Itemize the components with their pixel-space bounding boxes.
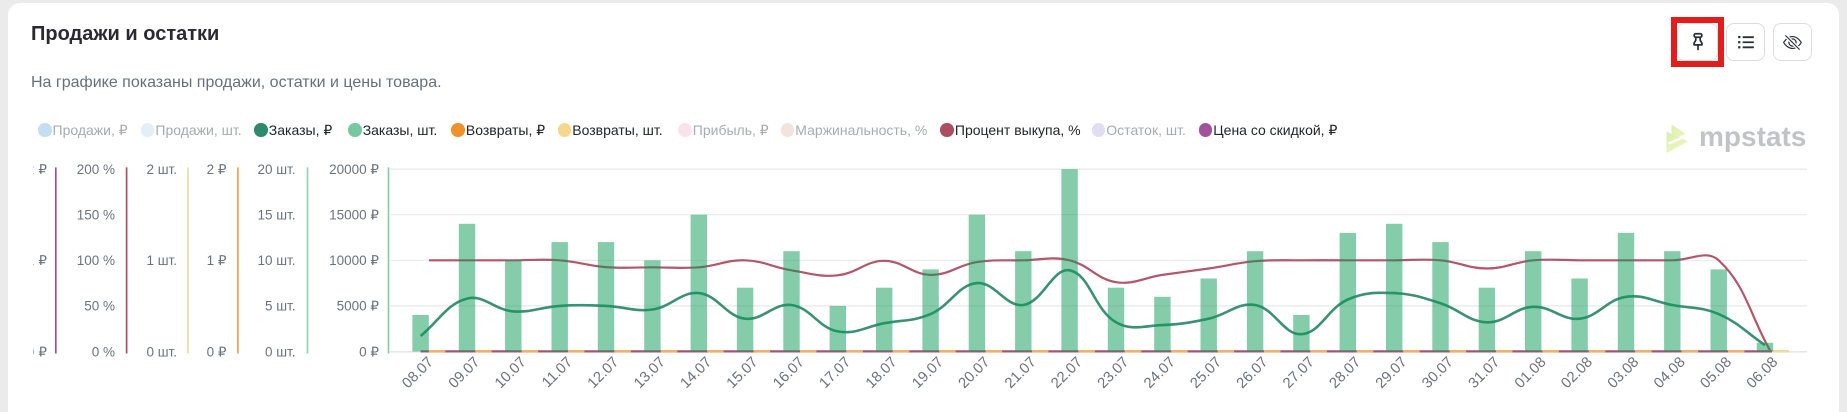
svg-text:18.07: 18.07 (863, 354, 900, 391)
svg-text:mpstats: mpstats (1699, 121, 1806, 152)
svg-text:0 ₽: 0 ₽ (27, 344, 47, 359)
svg-text:03.08: 03.08 (1605, 354, 1642, 391)
svg-text:1 шт.: 1 шт. (146, 253, 177, 268)
svg-text:26.07: 26.07 (1234, 354, 1271, 391)
svg-text:15 шт.: 15 шт. (257, 208, 295, 223)
svg-text:05.08: 05.08 (1698, 354, 1735, 391)
svg-text:15.07: 15.07 (724, 354, 761, 391)
svg-text:08.07: 08.07 (399, 354, 436, 391)
svg-text:0 ₽: 0 ₽ (207, 344, 227, 359)
svg-text:27.07: 27.07 (1280, 354, 1317, 391)
svg-text:25.07: 25.07 (1188, 354, 1225, 391)
svg-text:150 %: 150 % (77, 208, 115, 223)
svg-text:04.08: 04.08 (1651, 354, 1688, 391)
svg-text:10000 ₽: 10000 ₽ (329, 253, 379, 268)
svg-text:02.08: 02.08 (1558, 354, 1595, 391)
svg-text:0 шт.: 0 шт. (265, 344, 296, 359)
svg-text:31.07: 31.07 (1466, 354, 1503, 391)
svg-text:2 ₽: 2 ₽ (207, 162, 227, 177)
svg-text:06.08: 06.08 (1744, 354, 1781, 391)
svg-text:0 ₽: 0 ₽ (359, 344, 379, 359)
svg-text:13.07: 13.07 (631, 354, 668, 391)
svg-text:01.08: 01.08 (1512, 354, 1549, 391)
svg-text:16.07: 16.07 (770, 354, 807, 391)
svg-text:10 шт.: 10 шт. (257, 253, 295, 268)
svg-text:5 шт.: 5 шт. (265, 299, 296, 314)
svg-text:50 %: 50 % (84, 299, 115, 314)
svg-text:23.07: 23.07 (1095, 354, 1132, 391)
svg-text:24.07: 24.07 (1141, 354, 1178, 391)
svg-text:19.07: 19.07 (909, 354, 946, 391)
svg-text:20 шт.: 20 шт. (257, 162, 295, 177)
svg-text:15000 ₽: 15000 ₽ (329, 208, 379, 223)
svg-text:2 шт.: 2 шт. (146, 162, 177, 177)
svg-text:17.07: 17.07 (817, 354, 854, 391)
svg-text:14.07: 14.07 (678, 354, 715, 391)
svg-text:22.07: 22.07 (1048, 354, 1085, 391)
svg-text:12.07: 12.07 (585, 354, 622, 391)
svg-text:29.07: 29.07 (1373, 354, 1410, 391)
svg-text:10.07: 10.07 (492, 354, 529, 391)
svg-text:5000 ₽: 5000 ₽ (337, 299, 380, 314)
svg-text:100 %: 100 % (77, 253, 115, 268)
svg-text:1 ₽: 1 ₽ (27, 253, 47, 268)
svg-text:30.07: 30.07 (1419, 354, 1456, 391)
svg-text:09.07: 09.07 (446, 354, 483, 391)
svg-text:20000 ₽: 20000 ₽ (329, 162, 379, 177)
svg-text:28.07: 28.07 (1327, 354, 1364, 391)
svg-text:200 %: 200 % (77, 162, 115, 177)
svg-text:0 %: 0 % (92, 344, 115, 359)
svg-text:11.07: 11.07 (539, 354, 576, 391)
svg-text:20.07: 20.07 (956, 354, 993, 391)
svg-text:0 шт.: 0 шт. (146, 344, 177, 359)
svg-text:21.07: 21.07 (1002, 354, 1039, 391)
svg-text:2 ₽: 2 ₽ (27, 162, 47, 177)
svg-text:1 ₽: 1 ₽ (207, 253, 227, 268)
